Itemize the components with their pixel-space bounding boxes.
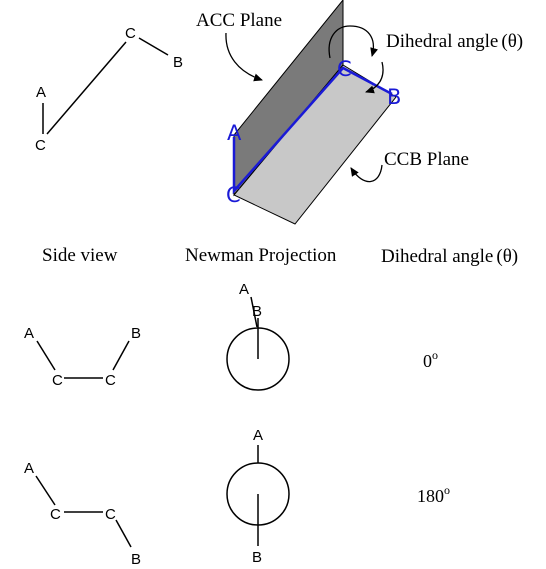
row2-bond-c-b [115, 519, 132, 548]
atom-a: A [36, 84, 46, 101]
header-side-view: Side view [42, 245, 118, 266]
bond-c-b [138, 37, 169, 56]
top-side-view: A C C B [35, 25, 183, 154]
plane-atom-b: B [387, 85, 401, 109]
row2-atom-a: A [24, 460, 34, 477]
row1-atom-a: A [24, 325, 34, 342]
row2-atom-c2: C [105, 506, 116, 523]
ccb-plane-arrow [350, 164, 383, 183]
atom-c1: C [35, 137, 46, 154]
row1-atom-b: B [131, 325, 141, 342]
plane-atom-a: A [227, 121, 242, 145]
row1-bond-a-c [36, 340, 56, 371]
row1-newman-back: B [252, 303, 262, 320]
header-dihedral: Dihedral angle (θ) [381, 246, 518, 267]
row2-newman-front: A [253, 427, 263, 444]
dihedral-rotation-arrow [328, 25, 378, 59]
dihedral-pointer-arrow [365, 61, 384, 94]
dihedral-label: Dihedral angle (θ) [386, 31, 523, 52]
row2-bond-a-c [35, 475, 56, 506]
plane-illustration: A C C B [226, 0, 401, 225]
acc-plane-label: ACC Plane [196, 10, 282, 31]
row1-atom-c1: C [52, 372, 63, 389]
acc-plane-arrow [225, 32, 263, 82]
row-eclipsed: A C C B A B 0o [24, 281, 438, 391]
atom-c2: C [125, 25, 136, 42]
row2-atom-c1: C [50, 506, 61, 523]
row1-bond-c-b [112, 340, 130, 371]
ccb-plane-label: CCB Plane [384, 149, 469, 170]
row1-newman-front: A [239, 281, 249, 298]
row2-atom-b: B [131, 551, 141, 568]
atom-b: B [173, 54, 183, 71]
row-anti: A C C B A B 180o [24, 427, 450, 568]
bond-c-c [46, 41, 127, 135]
plane-atom-c1: C [226, 183, 241, 207]
row1-angle: 0o [423, 348, 438, 371]
row1-back-bond [250, 296, 258, 328]
highlighted-bond-path [232, 66, 393, 195]
row2-angle: 180o [417, 483, 450, 506]
row2-newman-back: B [252, 549, 262, 566]
plane-atom-c2: C [337, 57, 352, 81]
row1-atom-c2: C [105, 372, 116, 389]
header-newman: Newman Projection [185, 245, 337, 266]
